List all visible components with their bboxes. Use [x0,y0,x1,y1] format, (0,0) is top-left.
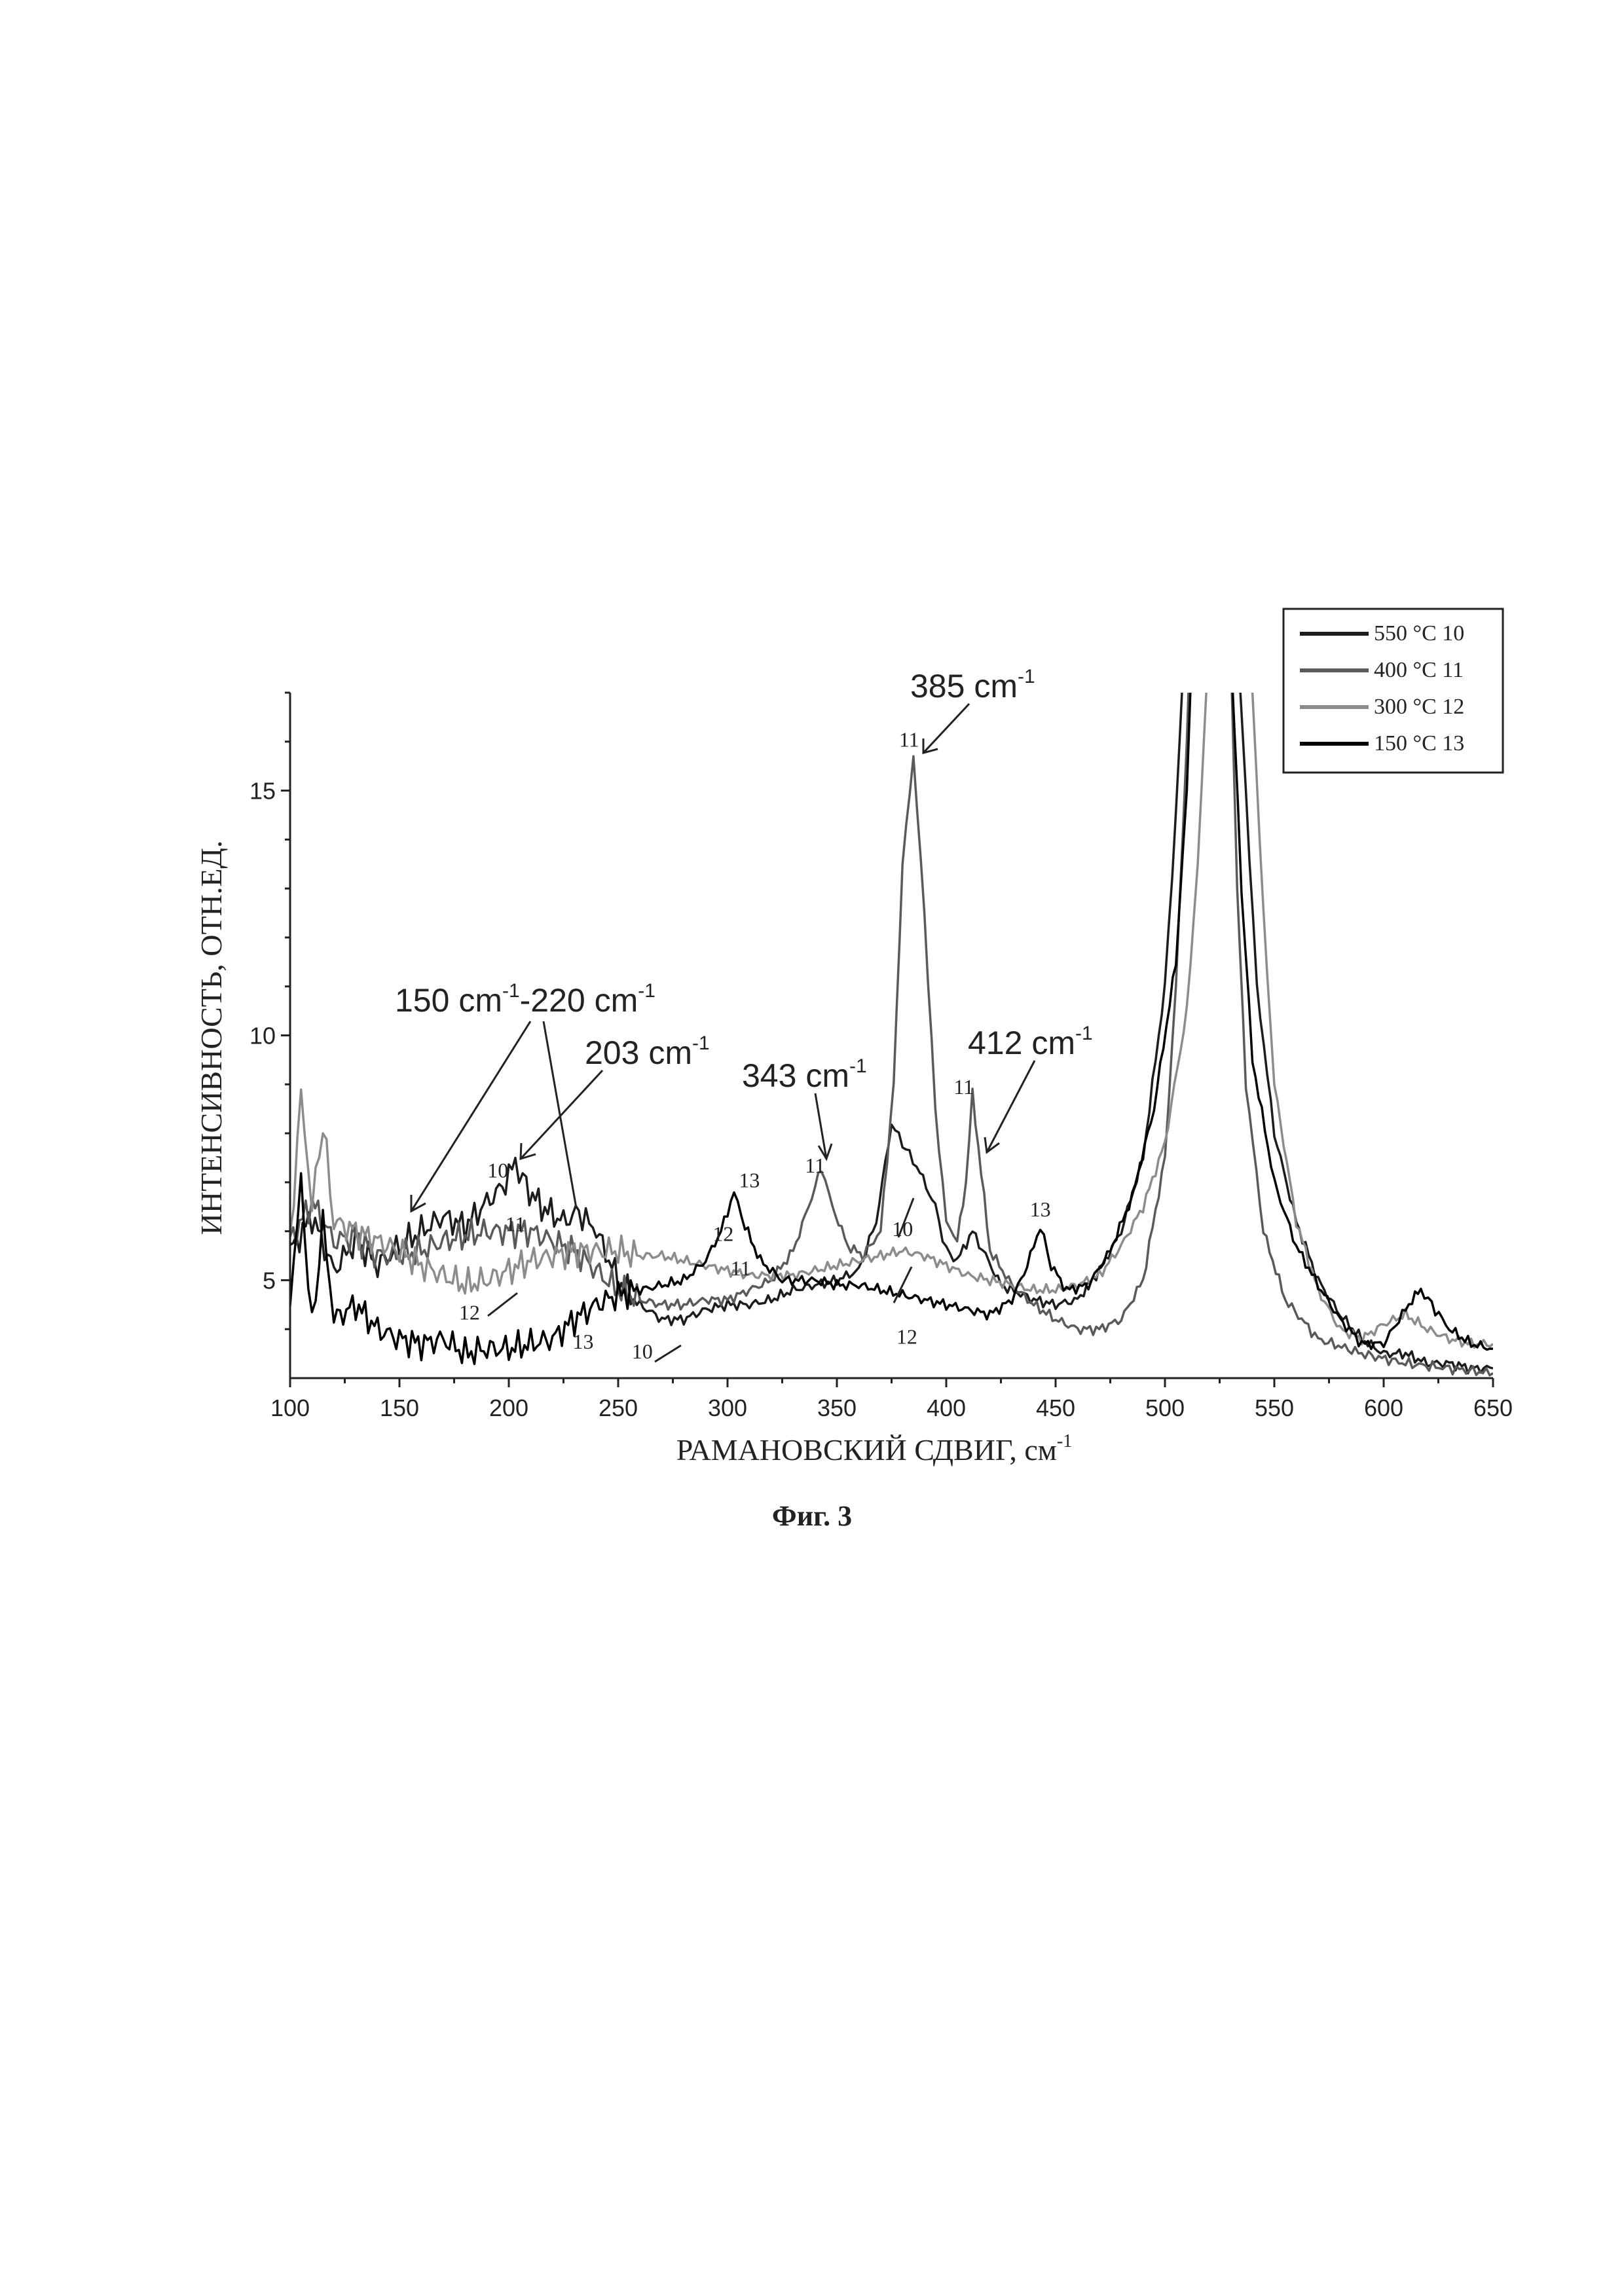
arrow-412-head [985,1137,999,1152]
x-tick-label-650: 650 [1473,1394,1513,1421]
curve-label-10: 10 [892,1217,913,1241]
x-tick-label-300: 300 [708,1394,747,1421]
arrow-12-at-200 [488,1293,517,1316]
y-tick-label-10: 10 [249,1023,276,1049]
annotation-412: 412 cm-1 [968,1023,1093,1061]
x-tick-label-200: 200 [489,1394,528,1421]
y-axis-title: ИНТЕНСИВНОСТЬ, ОТН.ЕД. [194,841,228,1235]
curve-label-10: 10 [487,1158,508,1182]
legend-label-2: 400 °C 11 [1374,658,1464,682]
curve-label-10: 10 [632,1339,653,1363]
curve-label-11: 11 [805,1154,825,1177]
arrow-10-at-270 [655,1345,681,1362]
curve-label-13: 13 [739,1168,760,1192]
curve-label-11: 11 [899,727,919,751]
curve-label-13: 13 [573,1330,594,1353]
x-axis-title: РАМАНОВСКИЙ СДВИГ, см-1 [676,1431,1072,1467]
arrow-203 [521,1070,602,1159]
y-tick-label-5: 5 [263,1267,276,1294]
x-tick-label-400: 400 [927,1394,966,1421]
curve-label-11: 11 [953,1075,974,1099]
arrow-385 [923,704,969,753]
annotation-385: 385 cm-1 [910,666,1035,704]
arrow-150-220-left [411,1021,530,1211]
legend-label-3: 300 °C 12 [1374,695,1464,719]
curve-label-12: 12 [896,1325,917,1349]
curve-label-11: 11 [731,1256,751,1280]
x-tick-label-500: 500 [1145,1394,1185,1421]
annotation-203: 203 cm-1 [585,1032,710,1071]
curve-label-12: 12 [459,1300,480,1324]
x-tick-label-100: 100 [270,1394,310,1421]
axis-ticks: 100 150 200 250 300 350 400 450 500 550 600 650 5 10 1… [249,693,1513,1421]
curve-label-12: 12 [712,1222,733,1246]
y-tick-label-15: 15 [249,778,276,805]
arrow-412 [987,1061,1035,1152]
annotation-150-220: 150 cm-1-220 cm-1 [395,980,655,1019]
legend-label-4: 150 °C 13 [1374,731,1464,756]
x-tick-label-450: 450 [1036,1394,1075,1421]
x-tick-label-550: 550 [1255,1394,1294,1421]
annotation-343: 343 cm-1 [742,1055,867,1094]
x-tick-label-600: 600 [1364,1394,1403,1421]
legend-label-1: 550 °C 10 [1374,621,1464,646]
curve-label-11: 11 [506,1212,526,1236]
x-tick-label-350: 350 [817,1394,857,1421]
x-tick-label-150: 150 [380,1394,419,1421]
curve-label-13: 13 [1030,1197,1051,1221]
x-tick-label-250: 250 [599,1394,638,1421]
legend: 550 °C 10 400 °C 11 300 °C 12 150 °C 13 [1283,609,1503,773]
arrow-150-220-right [544,1021,576,1208]
figure-caption: Фиг. 3 [0,1499,1624,1533]
